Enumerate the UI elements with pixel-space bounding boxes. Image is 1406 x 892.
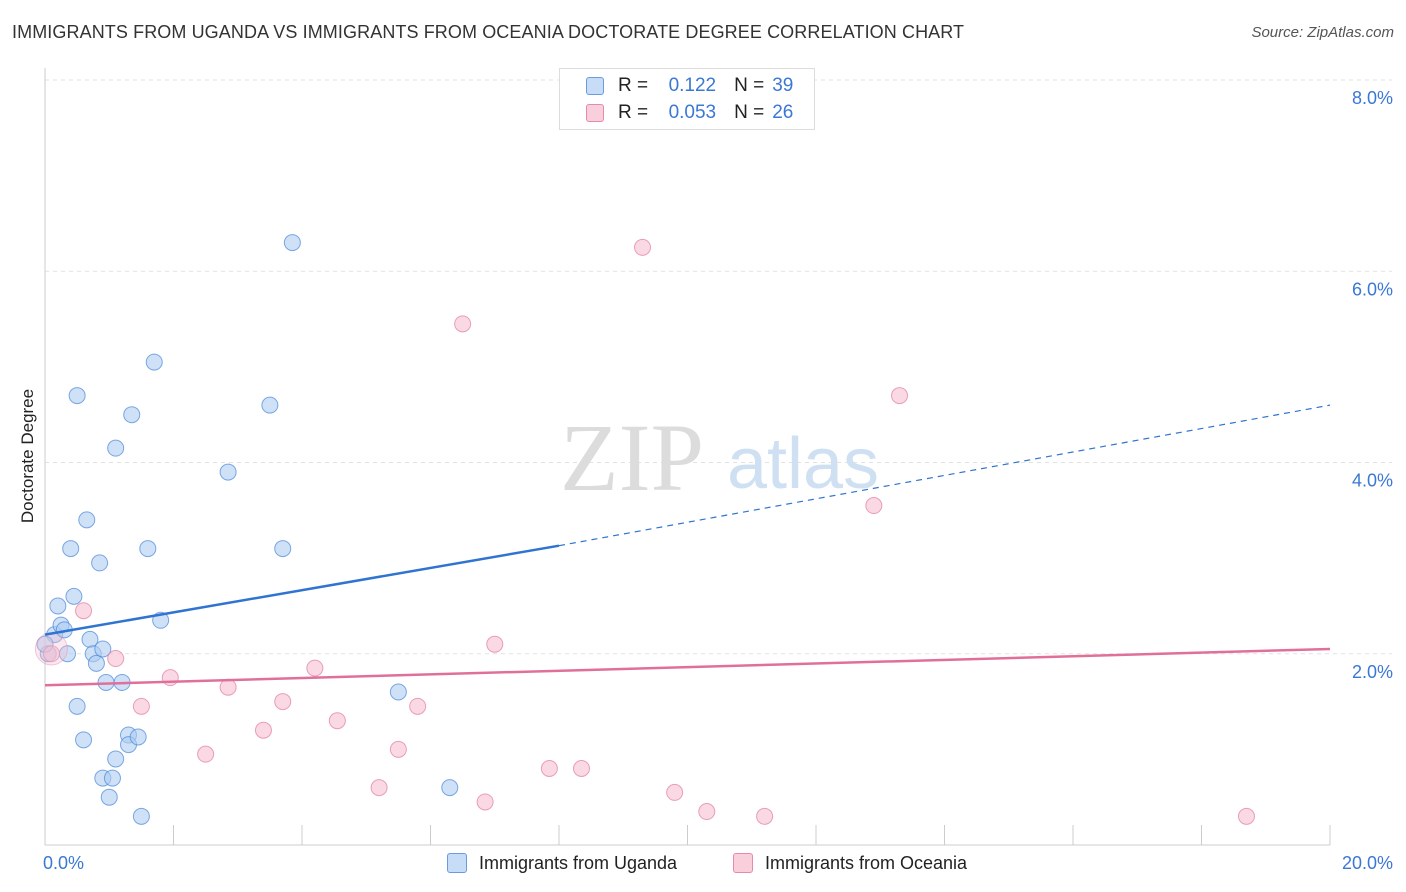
data-point-oceania — [274, 693, 292, 711]
watermark-atlas: atlas — [727, 424, 879, 504]
data-point-uganda — [274, 540, 292, 558]
trend-line-uganda-projection — [558, 404, 1331, 547]
legend-n-label: N = — [734, 75, 765, 96]
y-tick-label: 4.0% — [1352, 471, 1393, 491]
data-point-uganda — [65, 587, 83, 605]
series-legend-swatch-uganda — [447, 853, 467, 873]
data-point-oceania — [698, 803, 716, 821]
data-point-oceania — [540, 760, 558, 777]
data-point-oceania — [476, 793, 494, 811]
trend-line-uganda — [44, 544, 560, 636]
series-legend-label-uganda: Immigrants from Uganda — [479, 852, 678, 873]
series-points-oceania — [42, 238, 1255, 825]
correlation-legend: R = 0.122 N = 39 R = 0.053 N = 26 — [559, 68, 815, 130]
y-tick-label: 8.0% — [1352, 88, 1393, 108]
data-point-oceania — [891, 387, 909, 405]
data-point-oceania — [634, 238, 652, 256]
data-point-uganda — [68, 387, 86, 405]
watermark-zip: ZIP — [560, 404, 704, 511]
series-legend-swatch-oceania — [733, 853, 753, 873]
data-point-uganda — [139, 540, 157, 558]
x-tick-label: 0.0% — [43, 853, 84, 873]
data-point-oceania — [254, 721, 272, 739]
data-point-uganda — [94, 640, 112, 658]
legend-swatch-uganda — [586, 77, 604, 95]
data-point-oceania — [756, 807, 774, 825]
data-point-uganda — [68, 697, 86, 715]
data-point-oceania — [197, 745, 215, 763]
axes — [44, 68, 1331, 846]
y-tick-label: 2.0% — [1352, 662, 1393, 682]
legend-row-uganda: R = 0.122 N = 39 — [586, 74, 793, 98]
data-point-oceania — [42, 645, 60, 663]
data-point-oceania — [666, 783, 684, 801]
data-point-uganda — [49, 597, 67, 615]
data-point-uganda — [107, 750, 125, 768]
data-point-uganda — [219, 463, 237, 481]
data-point-oceania — [409, 697, 427, 715]
data-point-oceania — [219, 678, 237, 696]
data-point-uganda — [62, 540, 80, 558]
data-point-uganda — [132, 807, 150, 825]
data-point-uganda — [123, 406, 141, 424]
gridlines — [45, 79, 1392, 655]
data-point-uganda — [261, 396, 279, 414]
data-point-oceania — [75, 602, 93, 620]
legend-r-label: R = — [618, 75, 649, 96]
data-point-uganda — [100, 788, 118, 806]
data-point-uganda — [75, 731, 93, 749]
data-point-uganda — [91, 554, 109, 572]
watermark: ZIP atlas — [560, 404, 879, 511]
series-legend-uganda: Immigrants from Uganda — [447, 850, 677, 876]
chart-title: IMMIGRANTS FROM UGANDA VS IMMIGRANTS FRO… — [12, 22, 965, 42]
data-point-uganda — [145, 353, 163, 371]
data-point-uganda — [103, 769, 121, 787]
tick-labels: 8.0% 6.0% 4.0% 2.0% 0.0% 20.0% — [43, 88, 1393, 873]
trend-line-oceania — [44, 647, 1331, 687]
data-point-uganda — [129, 728, 147, 746]
legend-n-label: N = — [734, 102, 765, 123]
legend-r-value-oceania: 0.053 — [668, 102, 717, 123]
data-point-oceania — [865, 497, 883, 515]
series-legend-oceania: Immigrants from Oceania — [733, 850, 967, 876]
y-tick-label: 6.0% — [1352, 279, 1393, 299]
data-point-uganda — [87, 654, 105, 672]
legend-row-oceania: R = 0.053 N = 26 — [586, 101, 793, 125]
legend-n-value-uganda: 39 — [772, 75, 794, 96]
series-legend-label-oceania: Immigrants from Oceania — [765, 852, 968, 873]
legend-r-label: R = — [618, 102, 649, 123]
data-point-oceania — [370, 779, 388, 797]
x-tick-label: 20.0% — [1342, 853, 1393, 873]
legend-r-value-uganda: 0.122 — [668, 75, 717, 96]
data-point-oceania — [328, 712, 346, 730]
data-point-oceania — [107, 650, 125, 668]
data-point-cluster — [34, 632, 68, 666]
data-point-oceania — [1237, 807, 1255, 825]
data-point-oceania — [132, 697, 150, 715]
data-point-oceania — [389, 740, 407, 758]
data-point-oceania — [306, 659, 324, 677]
data-point-uganda — [389, 683, 407, 701]
data-point-oceania — [161, 669, 179, 687]
data-point-oceania — [572, 760, 590, 777]
data-point-uganda — [441, 779, 459, 797]
data-point-uganda — [78, 511, 96, 529]
data-point-uganda — [107, 439, 125, 457]
legend-n-value-oceania: 26 — [772, 102, 794, 123]
data-point-oceania — [454, 315, 472, 333]
legend-swatch-oceania — [586, 104, 604, 122]
data-point-oceania — [486, 635, 504, 653]
series-points-uganda — [36, 234, 459, 825]
source-label: Source: ZipAtlas.com — [1251, 24, 1394, 41]
data-point-uganda — [283, 234, 301, 252]
